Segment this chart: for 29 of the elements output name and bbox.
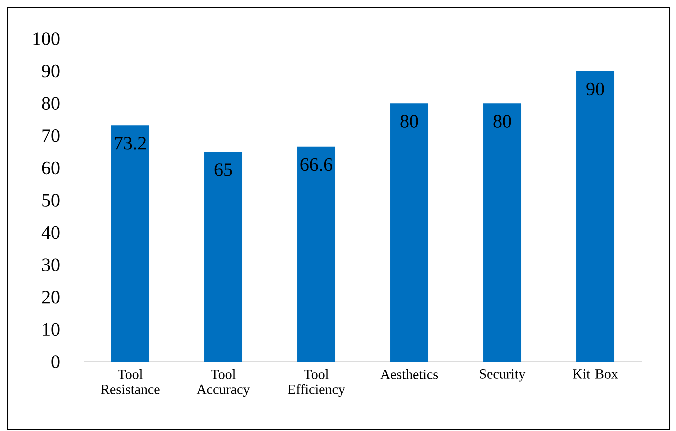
y-tick-label: 70 <box>42 130 60 143</box>
y-tick-label: 0 <box>52 356 60 369</box>
x-tick-label: Tool Resistance <box>101 370 160 395</box>
y-tick-label: 80 <box>42 97 60 110</box>
y-tick-label: 100 <box>34 32 60 46</box>
bar <box>390 104 429 362</box>
data-label: 90 <box>586 83 604 96</box>
bar <box>298 147 336 362</box>
y-tick-label: 10 <box>43 324 60 336</box>
y-tick-label: 40 <box>42 226 60 240</box>
bar <box>112 126 150 362</box>
y-tick-label: 50 <box>42 194 60 208</box>
y-tick-label: 90 <box>42 65 60 78</box>
x-tick-label: Aesthetics <box>380 370 438 380</box>
x-tick-label: Tool Accuracy <box>196 370 250 398</box>
bar <box>204 152 243 362</box>
data-label: 73.2 <box>115 137 146 150</box>
data-label: 80 <box>494 115 512 128</box>
data-label: 80 <box>400 115 418 128</box>
x-tick-label: Security <box>480 370 526 382</box>
bar <box>484 104 522 362</box>
y-tick-label: 60 <box>42 162 60 175</box>
data-label: 65 <box>214 164 232 177</box>
y-tick-label: 30 <box>42 258 60 272</box>
x-tick-label: Kit Box <box>573 370 618 380</box>
x-tick-label: Tool Efficiency <box>288 370 346 398</box>
y-tick-label: 20 <box>42 291 60 304</box>
data-label: 66.6 <box>300 158 332 172</box>
bar <box>576 72 615 362</box>
